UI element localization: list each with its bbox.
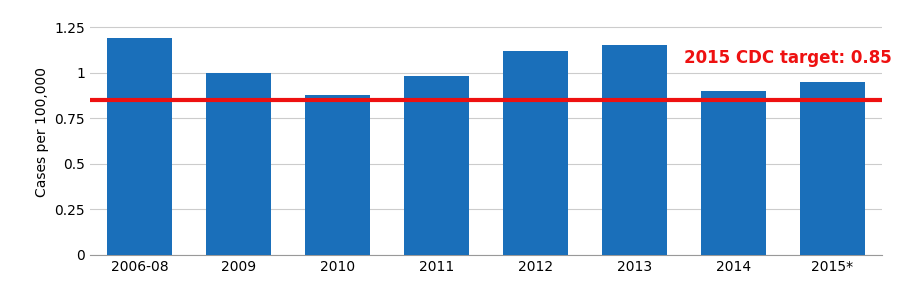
Bar <box>305 94 370 255</box>
Bar <box>602 45 667 255</box>
Y-axis label: Cases per 100,000: Cases per 100,000 <box>35 67 49 197</box>
Bar <box>800 82 865 255</box>
Bar <box>107 38 172 255</box>
Bar <box>701 91 766 255</box>
Text: 2015 CDC target: 0.85: 2015 CDC target: 0.85 <box>684 49 892 67</box>
Bar <box>503 51 568 255</box>
Bar <box>404 76 469 255</box>
Bar <box>206 73 271 255</box>
